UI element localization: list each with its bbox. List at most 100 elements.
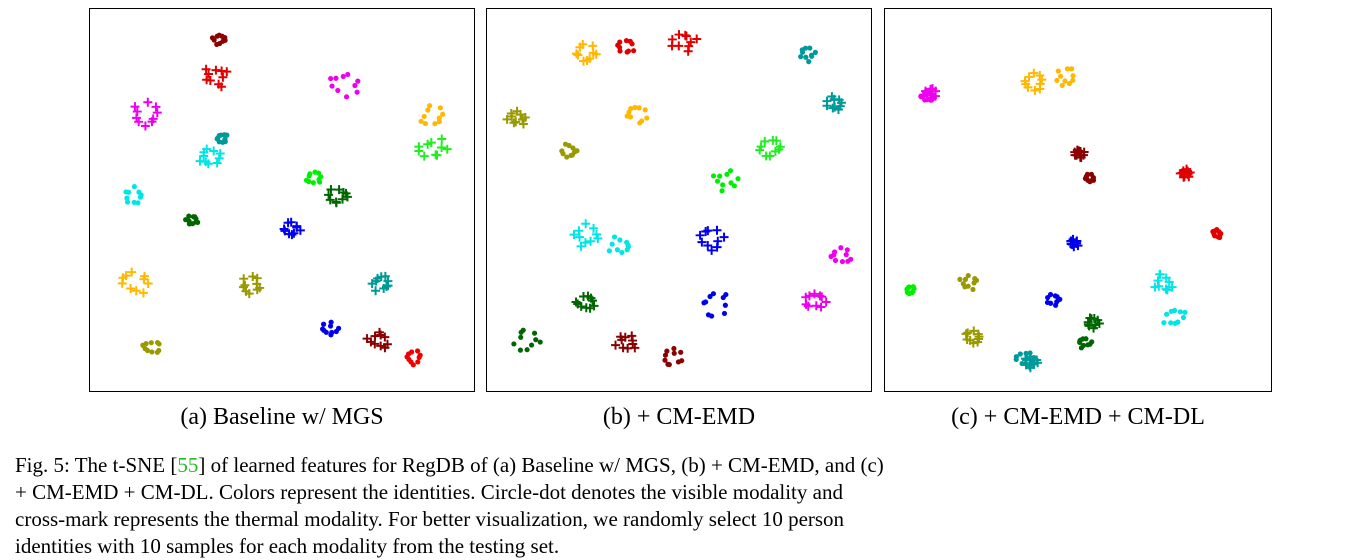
visible-point [1069, 66, 1075, 72]
thermal-point [1150, 282, 1160, 292]
visible-point [415, 348, 421, 354]
thermal-point [573, 50, 583, 60]
thermal-point [379, 283, 389, 293]
visible-point [148, 340, 154, 346]
visible-point [1161, 320, 1167, 326]
cluster-dot-7 [559, 141, 580, 160]
visible-point [710, 173, 717, 179]
thermal-point [152, 108, 162, 118]
visible-point [802, 45, 809, 51]
thermal-point [683, 46, 693, 56]
visible-point [328, 319, 334, 325]
visible-point [611, 234, 618, 240]
visible-point [705, 312, 712, 318]
thermal-point [520, 112, 530, 122]
thermal-point [697, 237, 707, 247]
cluster-dot-1 [615, 38, 637, 55]
visible-point [606, 248, 612, 254]
visible-point [1070, 73, 1076, 79]
thermal-point [804, 291, 814, 301]
thermal-point [139, 274, 149, 284]
cluster-dot-10 [904, 284, 917, 297]
visible-point [637, 120, 643, 126]
visible-point [1078, 345, 1084, 351]
visible-point [832, 257, 839, 264]
visible-point [614, 247, 621, 253]
thermal-point [222, 67, 232, 77]
cluster-cross-14 [239, 272, 265, 299]
cluster-cross-4 [1070, 145, 1089, 162]
visible-point [310, 180, 316, 186]
thermal-point [151, 102, 161, 112]
visible-point [437, 105, 443, 111]
visible-point [1062, 78, 1068, 84]
visible-point [1090, 175, 1097, 181]
visible-point [1164, 311, 1170, 317]
tsne-plot-baseline [89, 8, 475, 392]
visible-point [629, 41, 635, 47]
visible-point [843, 252, 849, 258]
thermal-point [209, 146, 219, 156]
subcaption-b: (b) + CM-EMD [602, 404, 756, 430]
thermal-point [921, 86, 930, 96]
visible-point [1070, 77, 1076, 83]
thermal-point [138, 288, 148, 298]
visible-point [343, 94, 350, 100]
visible-point [678, 349, 684, 355]
visible-point [664, 348, 670, 354]
thermal-point [569, 230, 579, 240]
cluster-cross-15 [1083, 313, 1104, 333]
thermal-point [204, 69, 214, 79]
visible-point [845, 258, 851, 264]
cluster-dot-15 [701, 291, 729, 319]
cluster-dot-18 [1161, 307, 1188, 326]
thermal-point [974, 332, 984, 342]
thermal-point [1155, 269, 1165, 279]
visible-point [1053, 302, 1059, 308]
thermal-point [437, 134, 447, 144]
visible-point [517, 347, 524, 353]
visible-point [625, 242, 631, 248]
visible-point [222, 34, 228, 41]
thermal-point [1024, 72, 1034, 82]
cluster-cross-10 [324, 184, 352, 208]
visible-point [970, 286, 976, 293]
thermal-point [973, 337, 983, 347]
visible-point [327, 323, 334, 329]
visible-point [528, 342, 535, 348]
cluster-dot-16 [1077, 336, 1095, 351]
visible-point [960, 281, 966, 287]
thermal-point [331, 197, 341, 207]
thermal-point [380, 271, 390, 281]
visible-point [911, 285, 917, 292]
thermal-point [1167, 282, 1177, 292]
thermal-point [1089, 323, 1098, 333]
citation-link[interactable]: 55 [177, 453, 199, 477]
visible-point [735, 176, 741, 182]
thermal-point [811, 301, 821, 311]
cluster-cross-1 [201, 64, 232, 92]
visible-point [131, 183, 137, 190]
thermal-point [719, 232, 729, 242]
thermal-point [325, 195, 335, 205]
visible-point [1055, 68, 1061, 74]
cluster-dot-9 [1044, 291, 1063, 308]
visible-point [531, 330, 538, 336]
visible-point [957, 276, 963, 282]
cluster-cross-8 [1066, 234, 1083, 252]
cluster-cross-7 [195, 144, 225, 169]
cluster-dot-9 [123, 183, 144, 206]
visible-point [329, 83, 335, 89]
visible-point [812, 49, 818, 55]
thermal-point [341, 188, 351, 198]
visible-point [624, 113, 630, 119]
visible-point [724, 171, 730, 177]
visible-point [809, 53, 815, 59]
cluster-dot-19 [662, 345, 685, 368]
visible-point [965, 273, 971, 279]
thermal-point [1029, 68, 1039, 78]
thermal-point [426, 138, 436, 148]
visible-point [524, 347, 530, 353]
visible-point [720, 182, 726, 188]
visible-point [440, 111, 446, 117]
